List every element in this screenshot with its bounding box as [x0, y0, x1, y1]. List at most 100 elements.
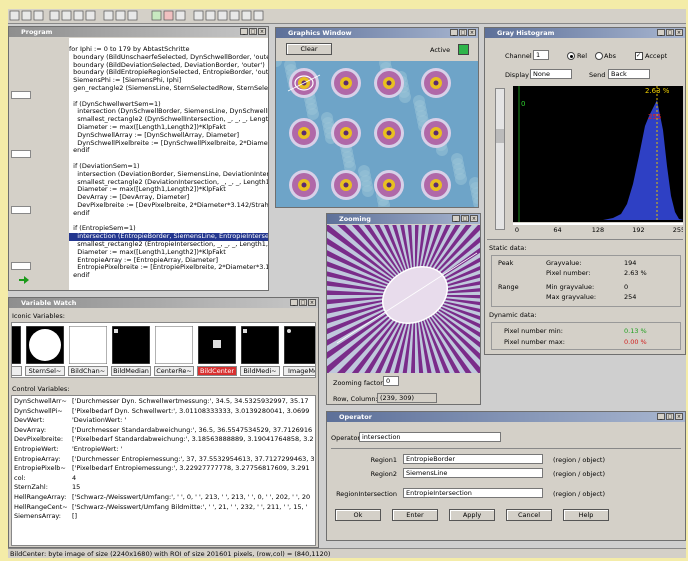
- measure-line: [287, 74, 321, 92]
- icon-label: BildChan~: [68, 366, 108, 376]
- icon-cell[interactable]: SternSel~: [25, 325, 65, 376]
- control-row: DevPixelbreite: ['Pixelbedarf Standardabw…: [12, 435, 315, 445]
- param-value[interactable]: EntropieIntersection: [403, 488, 543, 498]
- param-label: RegionIntersection: [336, 490, 397, 498]
- rel-label: Rel: [577, 52, 588, 60]
- code-area: for Iphi := 0 to 179 by AbtastSchritte b…: [69, 38, 269, 290]
- param-type: (region / object): [553, 470, 605, 478]
- control-row: EntropiePixelb~ ['Pixelbedarf Entropiemes…: [12, 464, 315, 474]
- channel-select[interactable]: 1: [533, 50, 549, 60]
- abs-radio[interactable]: [595, 52, 603, 60]
- icon-cell[interactable]: BildCenter: [197, 325, 237, 376]
- button-row: Ok Enter Apply Cancel Help: [327, 509, 685, 523]
- maximize-button[interactable]: □: [459, 29, 467, 36]
- icon-cell[interactable]: BildMedian: [111, 325, 151, 376]
- code-line: DevArray := [DevArray, Diameter]: [69, 193, 190, 202]
- window-title: Variable Watch: [21, 299, 77, 307]
- static-title: Static data:: [489, 244, 527, 252]
- var-value: ['Schwarz-/Weisswert/Umfang:', ' ', 0, '…: [72, 492, 311, 501]
- scrollbar[interactable]: [495, 88, 505, 230]
- param-value[interactable]: SiemensLine: [403, 468, 543, 478]
- dialog-button[interactable]: Cancel: [506, 509, 552, 521]
- peak-label: 2.63 %: [645, 87, 670, 95]
- send-select[interactable]: Back: [608, 69, 650, 79]
- var-name: SiemensArray:: [14, 512, 61, 521]
- clear-button[interactable]: Clear: [286, 43, 332, 55]
- star-spoke: [327, 225, 415, 295]
- thumb-shape: [243, 329, 247, 333]
- minimize-button[interactable]: _: [657, 413, 665, 420]
- icon-cell[interactable]: BildChan~: [68, 325, 108, 376]
- minimize-button[interactable]: _: [452, 215, 460, 222]
- control-row: col: 4: [12, 474, 315, 484]
- static-panel: Peak Grayvalue: 194 Pixel number: 2.63 % Rang…: [491, 255, 681, 307]
- dialog-button[interactable]: Enter: [392, 509, 438, 521]
- minimize-button[interactable]: _: [450, 29, 458, 36]
- maximize-button[interactable]: □: [249, 28, 257, 35]
- maximize-button[interactable]: □: [666, 29, 674, 36]
- close-button[interactable]: ×: [258, 28, 266, 35]
- var-value: ['Pixelbedarf Dyn. Schwellwert:', 3.0110…: [72, 406, 310, 415]
- var-value: 'EntropieWert: ': [72, 444, 123, 453]
- icon-cell[interactable]: CenterRe~: [154, 325, 194, 376]
- target-center: [386, 80, 392, 86]
- title-bar: Variable Watch: [9, 298, 318, 308]
- thumb-bg: [12, 326, 21, 364]
- stat-value: 254: [624, 293, 637, 301]
- maximize-button[interactable]: □: [299, 299, 307, 306]
- factor-select[interactable]: 0: [383, 376, 399, 386]
- minimize-button[interactable]: _: [657, 29, 665, 36]
- code-line: intersection (EntropieBorder, SiemensLin…: [69, 232, 269, 241]
- icon-label: BildMedian: [111, 366, 151, 376]
- texture-dot: [379, 61, 391, 69]
- close-button[interactable]: ×: [675, 413, 683, 420]
- var-name: DynSchwellArr~: [14, 397, 67, 405]
- program-window: Program _ □ × for Iphi := 0 to 179 by Abta…: [8, 26, 269, 291]
- x-tick-label: 192: [632, 226, 644, 234]
- dialog-button[interactable]: Ok: [335, 509, 381, 521]
- rel-radio[interactable]: [567, 52, 575, 60]
- icon-label: ImageMe: [283, 366, 315, 376]
- icon-label: SternSel~: [25, 366, 65, 376]
- close-button[interactable]: ×: [675, 29, 683, 36]
- icon-cell[interactable]: ImageMe: [283, 325, 315, 376]
- param-value[interactable]: EntropieBorder: [403, 454, 543, 464]
- stat-label: Pixel number:: [546, 269, 591, 277]
- title-bar: Program: [9, 27, 268, 37]
- texture-dot: [358, 165, 370, 177]
- dynamic-panel: Pixel number min: 0.13 % Pixel number max:…: [491, 322, 681, 350]
- code-line: EntropiePixelbreite := [EntropiePixelbre…: [77, 263, 268, 272]
- iconic-label: Iconic Variables:: [12, 312, 65, 320]
- target-center: [386, 130, 392, 136]
- display-select[interactable]: None: [530, 69, 572, 79]
- center-blur: [382, 266, 448, 324]
- dialog-button[interactable]: Apply: [449, 509, 495, 521]
- window-title: Graphics Window: [288, 29, 352, 37]
- close-button[interactable]: ×: [470, 215, 478, 222]
- close-button[interactable]: ×: [468, 29, 476, 36]
- window-title: Gray Histogram: [497, 29, 555, 37]
- status-text: BildCenter: byte image of size (2240x168…: [10, 550, 331, 558]
- breakpoint-box: [11, 150, 31, 158]
- code-line: endif: [69, 208, 90, 217]
- separator: [331, 448, 681, 449]
- maximize-button[interactable]: □: [666, 413, 674, 420]
- accept-checkbox[interactable]: ✓: [635, 52, 643, 60]
- operator-select[interactable]: intersection: [359, 432, 501, 442]
- dialog-button[interactable]: Help: [563, 509, 609, 521]
- minimize-button[interactable]: _: [290, 299, 298, 306]
- icon-cell[interactable]: m: [12, 325, 22, 376]
- code-line: smallest_rectangle2 (DynSchwellIntersect…: [69, 115, 269, 124]
- active-indicator[interactable]: [458, 44, 469, 55]
- histogram-plot: 0 2.63 % 255 0 64 128 192 255: [513, 86, 683, 234]
- icon-cell[interactable]: BildMedi~: [240, 325, 280, 376]
- texture-dot: [413, 95, 425, 107]
- maximize-button[interactable]: □: [461, 215, 469, 222]
- texture-dot: [321, 112, 333, 124]
- control-row: DevWert: 'DeviationWert: ': [12, 416, 315, 426]
- control-row: DynSchwellArr~ ['Durchmesser Dyn. Schwell…: [12, 397, 315, 407]
- close-button[interactable]: ×: [308, 299, 316, 306]
- code-line: gen_rectangle2 (SiemensLine, SternSelect…: [73, 83, 268, 92]
- minimize-button[interactable]: _: [240, 28, 248, 35]
- thumbnail: [241, 326, 279, 364]
